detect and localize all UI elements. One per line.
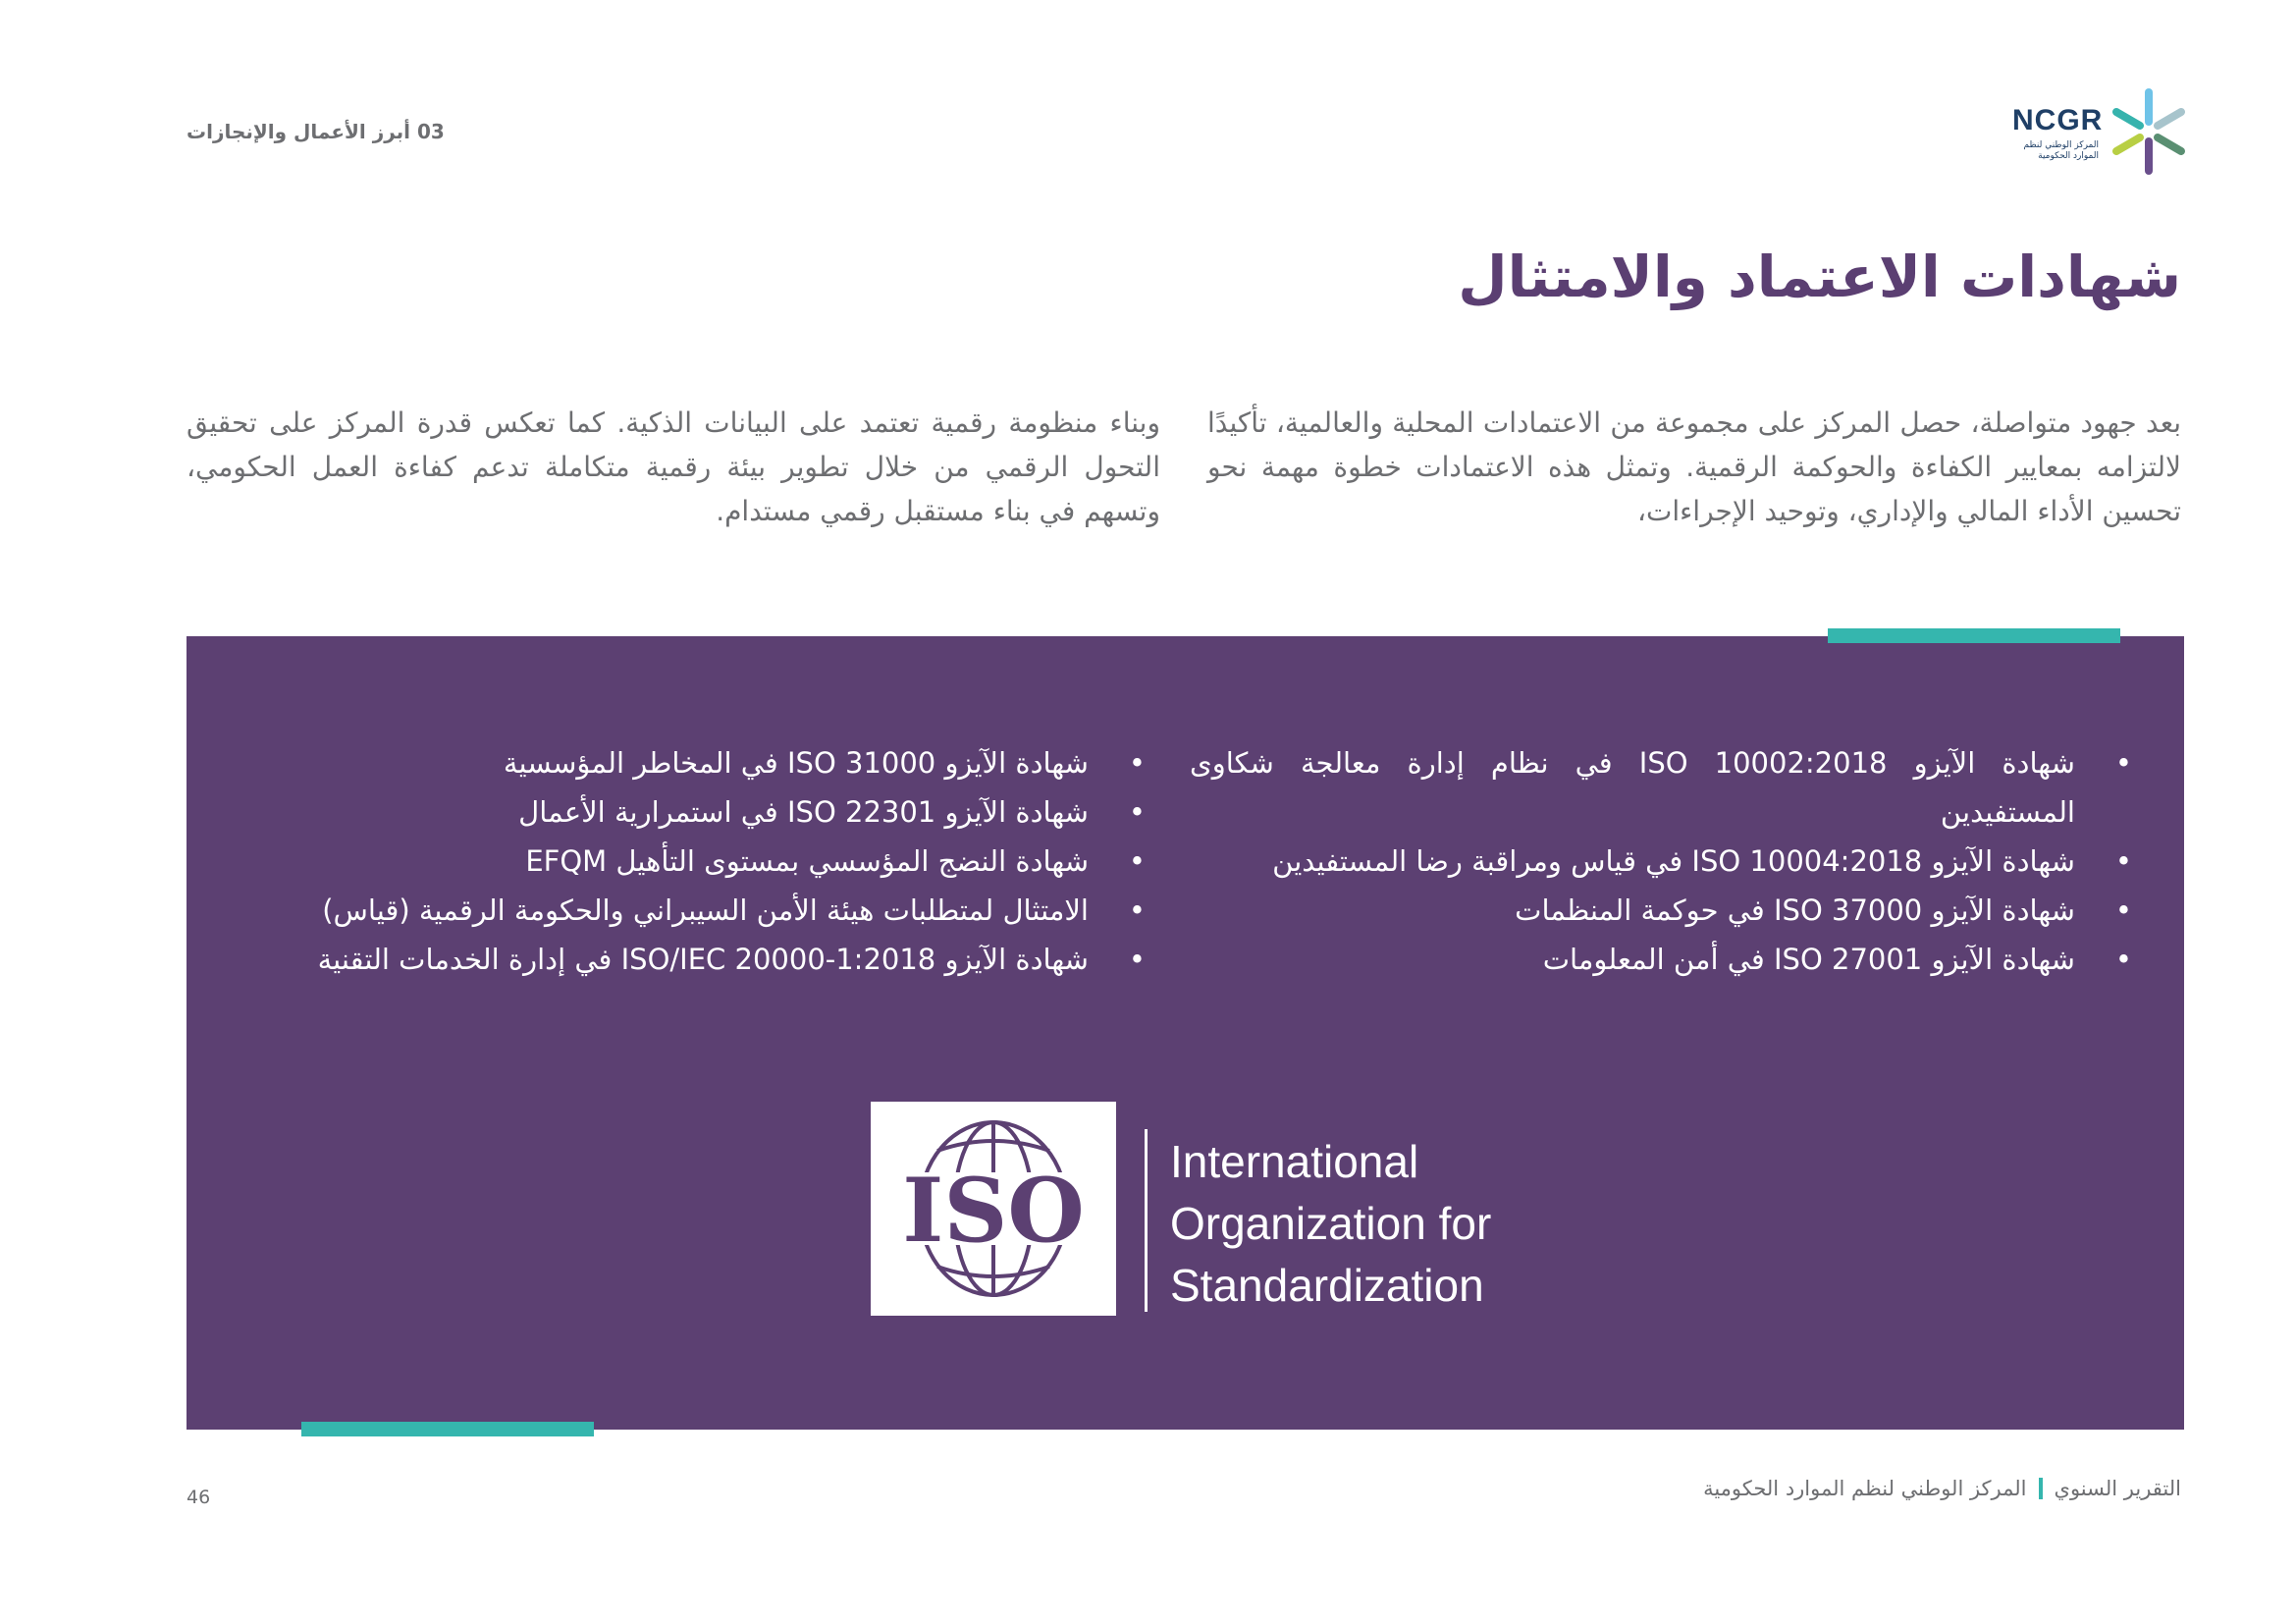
- page-number: 46: [187, 1487, 211, 1508]
- list-item: شهادة الآيزو ISO 10004:2018 في قياس ومرا…: [1190, 837, 2132, 886]
- ncgr-logo: NCGR المركز الوطني لنظم الموارد الحكومية: [2012, 86, 2189, 180]
- section-label: 03 أبرز الأعمال والإنجازات: [187, 120, 445, 143]
- iso-logo: ISO: [871, 1102, 1116, 1316]
- list-item: الامتثال لمتطلبات هيئة الأمن السيبراني و…: [262, 886, 1146, 935]
- footer: التقرير السنوي المركز الوطني لنظم الموار…: [1703, 1477, 2181, 1500]
- star-emblem-icon: [2112, 88, 2185, 175]
- iso-name: International Organization for Standardi…: [1170, 1131, 1491, 1317]
- list-item: شهادة الآيزو ISO 10002:2018 في نظام إدار…: [1190, 738, 2132, 837]
- accent-bar-top: [1828, 628, 2120, 643]
- footer-report: التقرير السنوي: [2054, 1477, 2181, 1500]
- iso-mark-text: ISO: [902, 1159, 1085, 1263]
- logo-subtitle: المركز الوطني لنظم الموارد الحكومية: [2023, 140, 2100, 161]
- divider: [1145, 1129, 1148, 1312]
- list-item: شهادة الآيزو ISO 31000 في المخاطر المؤسس…: [262, 738, 1146, 787]
- intro-paragraph-left: وبناء منظومة رقمية تعتمد على البيانات ال…: [187, 406, 1160, 527]
- intro-paragraph-right: بعد جهود متواصلة، حصل المركز على مجموعة …: [1207, 406, 2181, 527]
- list-item: شهادة الآيزو ISO 22301 في استمرارية الأع…: [262, 787, 1146, 837]
- list-item: شهادة الآيزو ISO 37000 في حوكمة المنظمات: [1190, 886, 2132, 935]
- list-item: شهادة النضج المؤسسي بمستوى التأهيل EFQM: [262, 837, 1146, 886]
- list-item: شهادة الآيزو ISO/IEC 20000-1:2018 في إدا…: [262, 935, 1146, 984]
- iso-name-line: International: [1170, 1136, 1419, 1187]
- certificates-list-right: شهادة الآيزو ISO 10002:2018 في نظام إدار…: [1190, 738, 2132, 984]
- accent-bar-bottom: [301, 1422, 594, 1436]
- footer-org: المركز الوطني لنظم الموارد الحكومية: [1703, 1477, 2027, 1500]
- footer-divider: [2038, 1478, 2043, 1499]
- logo-text: NCGR: [2012, 104, 2104, 136]
- certificates-list-left: شهادة الآيزو ISO 31000 في المخاطر المؤسس…: [262, 738, 1146, 984]
- iso-globe-icon: ISO: [881, 1120, 1106, 1297]
- iso-name-line: Standardization: [1170, 1260, 1484, 1311]
- iso-name-line: Organization for: [1170, 1198, 1492, 1249]
- list-item: شهادة الآيزو ISO 27001 في أمن المعلومات: [1190, 935, 2132, 984]
- page-title: شهادات الاعتماد والامتثال: [1458, 244, 2181, 310]
